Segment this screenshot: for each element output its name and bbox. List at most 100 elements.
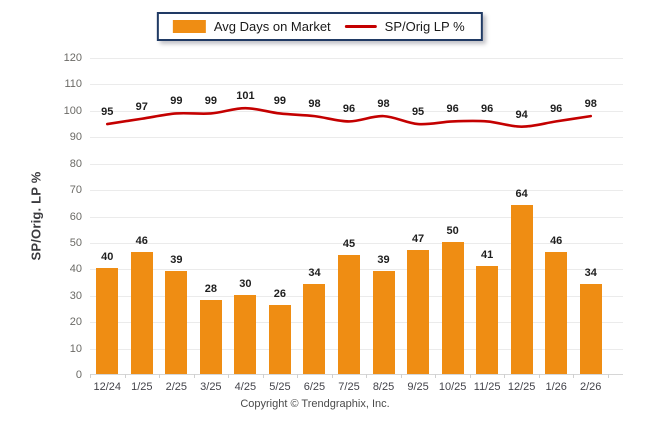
y-axis-tick-label: 80 (69, 157, 82, 170)
line-value-label: 94 (515, 108, 528, 121)
x-axis-tick (504, 374, 506, 378)
x-axis-tick (90, 374, 91, 378)
bar-value-label: 30 (239, 277, 252, 290)
x-axis-tick (435, 374, 437, 378)
sp-orig-lp-line (105, 106, 593, 128)
y-axis-tick-label: 60 (69, 210, 82, 223)
x-axis-tick (366, 374, 368, 378)
line-value-label: 95 (411, 106, 425, 119)
bar-value-label: 45 (342, 238, 356, 251)
x-axis-tick (228, 374, 230, 378)
bar (476, 265, 499, 374)
bar-value-label: 39 (170, 253, 183, 266)
bar (337, 255, 360, 374)
bar-column: 41 (470, 249, 505, 374)
bar-value-label: 50 (446, 224, 459, 237)
y-axis-tick-label: 20 (69, 316, 82, 329)
bar (303, 284, 326, 374)
line-value-label: 98 (584, 98, 597, 111)
x-axis-tick (159, 374, 161, 378)
x-axis-label: 7/25 (338, 381, 360, 393)
x-axis-label: 4/25 (234, 381, 257, 393)
y-axis-tick-label: 110 (64, 78, 82, 91)
bar-series-swatch (172, 20, 206, 33)
copyright-text: Copyright © Trendgraphix, Inc. (240, 398, 390, 410)
x-axis-tick (538, 374, 540, 378)
bar-column: 39 (159, 253, 194, 374)
bar-column: 30 (228, 277, 263, 374)
bar (165, 270, 188, 374)
bar-column: 40 (90, 252, 125, 374)
line-value-label: 99 (273, 95, 287, 108)
x-axis-label: 5/25 (269, 381, 291, 393)
x-axis-label: 9/25 (407, 381, 429, 393)
bar-column: 50 (435, 224, 470, 374)
line-value-label: 98 (308, 98, 321, 111)
bar-column: 26 (263, 289, 298, 374)
bar-column: 39 (366, 253, 401, 374)
x-axis-label: 6/25 (303, 381, 326, 393)
bar-value-label: 46 (135, 235, 148, 248)
bar-value-label: 47 (411, 232, 425, 245)
bar-value-label: 64 (515, 187, 528, 200)
plot-area: 40 46 39 28 30 26 34 45 39 47 50 41 64 46 34 95 97 99 99 10… (90, 58, 623, 378)
line-value-label: 97 (135, 100, 148, 113)
x-axis-label: 3/25 (200, 381, 222, 393)
gridline (90, 110, 623, 112)
gridline (90, 163, 623, 165)
x-axis-tick (297, 374, 299, 378)
bar (234, 294, 257, 374)
x-axis-label: 2/26 (580, 381, 602, 393)
line-value-label: 96 (446, 103, 459, 116)
y-axis-tick-label: 100 (63, 104, 82, 117)
chart-legend: Avg Days on Market SP/Orig LP % (156, 12, 483, 41)
bar-value-label: 28 (204, 283, 217, 296)
x-axis-tick (608, 374, 609, 378)
x-axis-tick (262, 374, 264, 378)
x-axis-label: 12/25 (507, 381, 536, 393)
gridline (90, 84, 623, 86)
bar (510, 204, 533, 374)
bar-value-label: 26 (273, 288, 287, 301)
line-series-swatch (344, 25, 377, 28)
line-value-label: 96 (342, 103, 356, 116)
bar-value-label: 39 (377, 253, 390, 266)
bar (407, 249, 430, 374)
legend-item-line: SP/Orig LP % (344, 19, 465, 34)
x-axis-label: 2/25 (165, 381, 188, 393)
x-axis-tick (193, 374, 195, 378)
line-value-label: 96 (550, 103, 563, 116)
line-value-label: 101 (236, 90, 255, 103)
y-axis-tick-label: 120 (63, 52, 82, 64)
x-axis-tick (400, 374, 402, 378)
y-axis-tick-label: 0 (75, 369, 82, 381)
x-axis-tick (469, 374, 471, 378)
bar-value-label: 34 (584, 267, 597, 280)
x-axis-tick (573, 374, 575, 378)
gridline (90, 190, 623, 192)
line-value-label: 98 (377, 98, 390, 111)
gridline (90, 58, 623, 59)
bar-column: 45 (332, 239, 367, 374)
bar (130, 252, 153, 374)
x-axis-tick (331, 374, 333, 378)
x-axis-label: 1/26 (545, 381, 567, 393)
bar-value-label: 40 (101, 251, 114, 264)
line-value-label: 95 (101, 106, 114, 119)
line-series-label: SP/Orig LP % (384, 19, 465, 34)
y-axis-tick-label: 40 (69, 263, 82, 276)
line-value-label: 99 (204, 95, 217, 108)
bar (441, 241, 464, 374)
bar (372, 270, 395, 374)
x-axis-label: 8/25 (372, 381, 395, 393)
bar-column: 34 (573, 268, 608, 374)
bar-column: 47 (401, 232, 436, 374)
y-axis-tick-label: 50 (69, 236, 82, 249)
line-value-label: 99 (170, 95, 183, 108)
bar (268, 305, 291, 374)
gridline (90, 137, 623, 139)
bar-column: 64 (504, 187, 539, 374)
x-axis-tick (124, 374, 126, 378)
bar-column: 34 (297, 268, 332, 374)
